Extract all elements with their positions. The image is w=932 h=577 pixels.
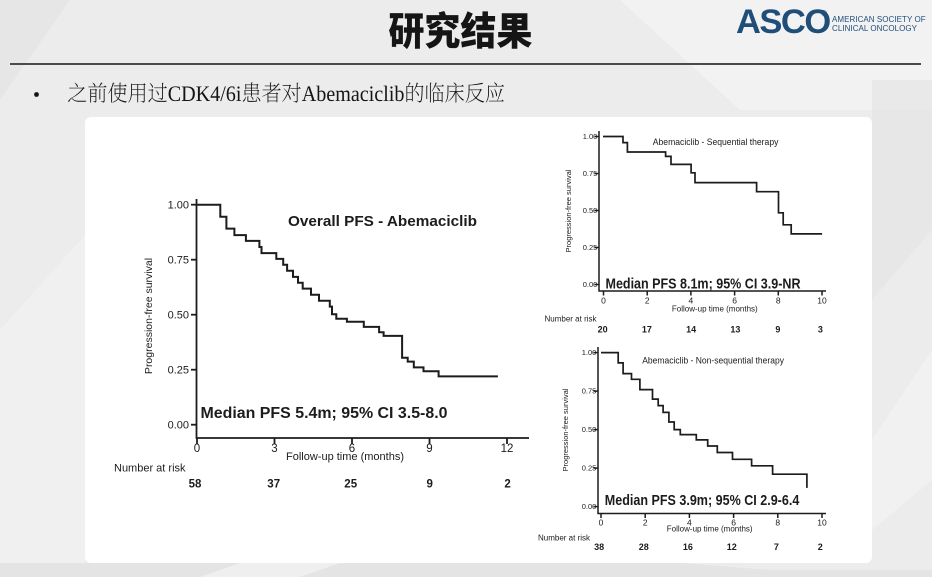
svg-text:0.00: 0.00 — [583, 280, 598, 289]
svg-text:Abemaciclib - Sequential thera: Abemaciclib - Sequential therapy — [653, 137, 779, 147]
svg-text:0.50: 0.50 — [582, 425, 597, 434]
svg-text:Progression-free survival: Progression-free survival — [143, 258, 155, 374]
svg-text:0.25: 0.25 — [168, 365, 189, 377]
svg-text:Median PFS 5.4m; 95% CI 3.5-8.: Median PFS 5.4m; 95% CI 3.5-8.0 — [201, 405, 448, 422]
svg-text:1.00: 1.00 — [583, 132, 598, 141]
svg-text:28: 28 — [639, 542, 649, 552]
svg-text:58: 58 — [189, 479, 202, 491]
svg-text:0.00: 0.00 — [582, 502, 597, 511]
svg-text:0.75: 0.75 — [582, 387, 597, 396]
svg-text:6: 6 — [732, 296, 737, 306]
svg-text:0.25: 0.25 — [582, 464, 597, 473]
svg-text:12: 12 — [727, 542, 737, 552]
svg-text:13: 13 — [730, 325, 740, 335]
svg-text:37: 37 — [267, 479, 280, 491]
svg-text:8: 8 — [775, 518, 780, 528]
svg-text:0.25: 0.25 — [583, 243, 598, 252]
svg-text:0.75: 0.75 — [168, 255, 189, 267]
svg-text:2: 2 — [645, 296, 650, 306]
svg-text:6: 6 — [349, 443, 355, 455]
svg-text:Number at risk: Number at risk — [545, 315, 598, 324]
svg-text:20: 20 — [598, 325, 608, 335]
svg-text:0.75: 0.75 — [583, 169, 598, 178]
svg-text:9: 9 — [775, 325, 780, 335]
svg-text:Abemaciclib - Non-sequential t: Abemaciclib - Non-sequential therapy — [642, 356, 784, 366]
svg-text:8: 8 — [776, 296, 781, 306]
svg-text:2: 2 — [643, 518, 648, 528]
svg-text:3: 3 — [818, 325, 823, 335]
svg-text:Overall PFS - Abemaciclib: Overall PFS - Abemaciclib — [288, 214, 477, 230]
svg-text:14: 14 — [686, 325, 696, 335]
svg-text:Median PFS 3.9m; 95% CI 2.9-6.: Median PFS 3.9m; 95% CI 2.9-6.4 — [605, 492, 800, 509]
svg-text:Median PFS 8.1m; 95% CI 3.9-NR: Median PFS 8.1m; 95% CI 3.9-NR — [606, 277, 801, 293]
svg-text:Follow-up time (months): Follow-up time (months) — [286, 451, 404, 463]
svg-text:38: 38 — [594, 542, 604, 552]
svg-text:25: 25 — [344, 479, 357, 491]
svg-text:1.00: 1.00 — [168, 200, 189, 212]
svg-text:Progression-free survival: Progression-free survival — [561, 388, 570, 471]
svg-text:17: 17 — [642, 325, 652, 335]
svg-text:Number at risk: Number at risk — [114, 463, 186, 475]
svg-text:3: 3 — [271, 443, 277, 455]
svg-text:Number at risk: Number at risk — [538, 534, 591, 543]
svg-text:2: 2 — [818, 542, 823, 552]
svg-text:Progression-free survival: Progression-free survival — [564, 169, 573, 252]
svg-text:Follow-up time (months): Follow-up time (months) — [667, 525, 753, 534]
svg-text:0: 0 — [194, 443, 200, 455]
svg-text:9: 9 — [426, 479, 432, 491]
svg-text:7: 7 — [774, 542, 779, 552]
svg-text:0: 0 — [601, 296, 606, 306]
svg-text:Follow-up time (months): Follow-up time (months) — [672, 305, 758, 314]
svg-text:0.50: 0.50 — [583, 206, 598, 215]
svg-text:6: 6 — [731, 518, 736, 528]
svg-text:2: 2 — [504, 479, 510, 491]
svg-text:9: 9 — [426, 443, 432, 455]
svg-text:4: 4 — [689, 296, 694, 306]
svg-text:12: 12 — [501, 443, 514, 455]
svg-text:10: 10 — [817, 518, 827, 528]
svg-text:0.00: 0.00 — [168, 420, 189, 432]
svg-text:10: 10 — [817, 296, 827, 306]
svg-text:1.00: 1.00 — [582, 348, 597, 357]
svg-text:0: 0 — [599, 518, 604, 528]
svg-text:4: 4 — [687, 518, 692, 528]
svg-text:0.50: 0.50 — [168, 310, 189, 322]
svg-text:16: 16 — [683, 542, 693, 552]
